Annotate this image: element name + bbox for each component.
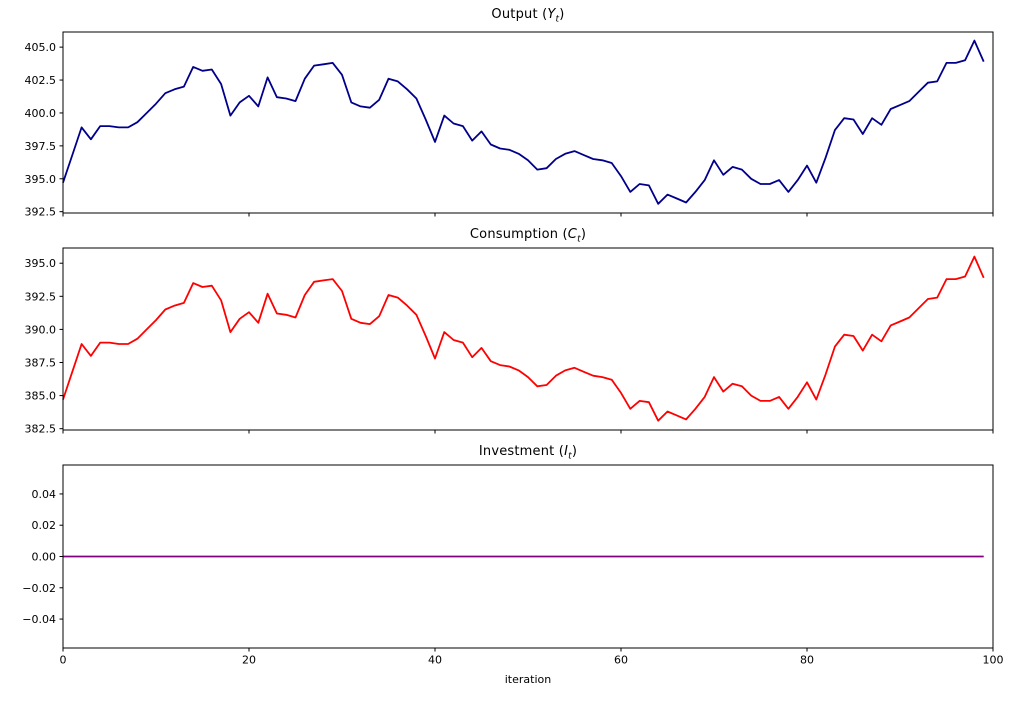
- y-tick-label: 397.5: [25, 140, 57, 153]
- axes-box: [62, 247, 994, 431]
- y-tick-label: −0.02: [22, 582, 56, 595]
- subplot-output: 392.5 395.0 397.5 400.0 402.5 405.0: [25, 31, 994, 219]
- y-tick-label: 400.0: [25, 107, 57, 120]
- subplot-consumption: 382.5 385.0 387.5 390.0 392.5 395.0: [25, 247, 994, 436]
- chart-title-investment: Investment (It): [478, 444, 578, 462]
- y-tick-label: 385.0: [25, 390, 57, 403]
- y-tick-label: 395.0: [25, 173, 57, 186]
- x-tick-label: 80: [800, 654, 814, 667]
- subplot-investment: −0.04 −0.02 0.00 0.02 0.04 0 20 40 60 80 100: [22, 464, 1004, 667]
- consumption-line: [62, 255, 985, 422]
- x-tick-label: 100: [983, 654, 1004, 667]
- y-tick-label: 0.00: [32, 551, 57, 564]
- y-tick-label: 390.0: [25, 323, 57, 336]
- y-tick-label: 0.04: [32, 488, 57, 501]
- y-tick-label: 402.5: [25, 74, 57, 87]
- output-line: [62, 39, 985, 205]
- x-axis-label: iteration: [504, 673, 552, 686]
- y-tick-label: 395.0: [25, 257, 57, 270]
- x-tick-label: 0: [60, 654, 67, 667]
- x-tick-label: 60: [614, 654, 628, 667]
- x-tick-label: 40: [428, 654, 442, 667]
- y-tick-label: 0.02: [32, 519, 57, 532]
- y-tick-label: 392.5: [25, 290, 57, 303]
- x-tick-label: 20: [242, 654, 256, 667]
- chart-title-consumption: Consumption (Ct): [469, 227, 587, 245]
- y-tick-label: −0.04: [22, 613, 56, 626]
- axes-box: [62, 464, 994, 649]
- chart-title-output: Output (Yt): [491, 7, 565, 25]
- y-tick-label: 387.5: [25, 356, 57, 369]
- y-tick-label: 392.5: [25, 206, 57, 219]
- y-tick-label: 382.5: [25, 423, 57, 436]
- axes-box: [62, 31, 994, 214]
- y-tick-label: 405.0: [25, 41, 57, 54]
